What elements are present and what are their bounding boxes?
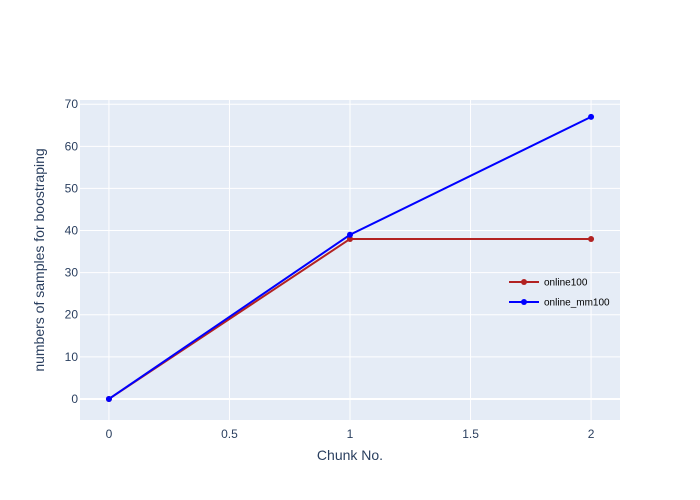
y-axis-title: numbers of samples for boostraping (31, 148, 47, 371)
data-point (347, 231, 353, 238)
data-point (347, 235, 353, 242)
x-tick-label: 0.5 (221, 427, 238, 441)
legend: online100 online_mm100 (509, 278, 610, 309)
x-tick-label: 2 (588, 427, 595, 441)
x-tick-label: 1.5 (462, 427, 479, 441)
legend-marker-swatch (521, 299, 527, 305)
data-point (588, 113, 595, 120)
legend-label: online100 (544, 278, 588, 289)
y-tick-label: 10 (65, 350, 79, 364)
legend-label: online_mm100 (544, 298, 610, 309)
x-axis-title: Chunk No. (317, 447, 383, 463)
y-tick-label: 50 (65, 181, 79, 195)
legend-item[interactable]: online100 (509, 278, 588, 289)
y-tick-label: 60 (65, 139, 79, 153)
y-tick-label: 0 (71, 392, 78, 406)
data-point (105, 395, 112, 402)
y-tick-label: 70 (65, 97, 79, 111)
y-tick-label: 20 (65, 308, 79, 322)
y-tick-label: 40 (65, 224, 79, 238)
y-tick-label: 30 (65, 266, 79, 280)
x-tick-label: 0 (106, 427, 113, 441)
x-tick-label: 1 (347, 427, 354, 441)
x-tick-labels: 0 0.5 1 1.5 2 (106, 427, 595, 441)
legend-marker-swatch (521, 279, 527, 285)
y-tick-labels: 0 10 20 30 40 50 60 70 (65, 97, 79, 406)
series-online_mm100 (105, 113, 595, 402)
legend-item[interactable]: online_mm100 (509, 298, 610, 309)
series-layer (105, 113, 595, 402)
data-point (588, 235, 595, 242)
